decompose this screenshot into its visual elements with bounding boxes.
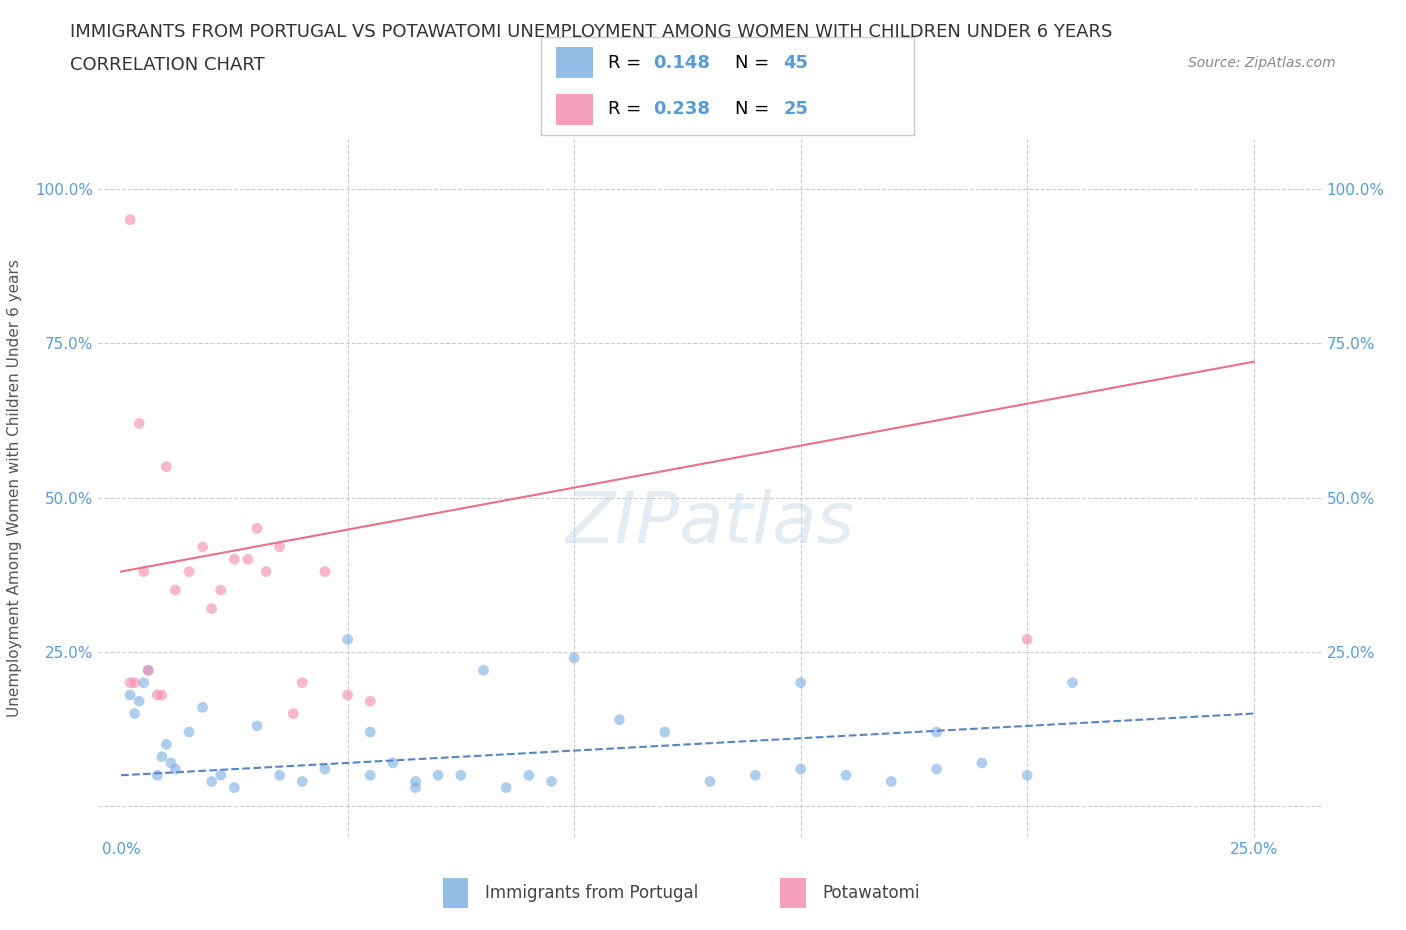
Point xyxy=(359,694,381,709)
Point xyxy=(654,724,676,739)
Point xyxy=(155,459,177,474)
Point xyxy=(128,416,150,431)
Point xyxy=(336,632,359,647)
Point xyxy=(744,768,766,783)
Point xyxy=(359,724,381,739)
Point xyxy=(128,694,150,709)
Point xyxy=(146,768,169,783)
Y-axis label: Unemployment Among Women with Children Under 6 years: Unemployment Among Women with Children U… xyxy=(7,259,21,717)
Point xyxy=(236,551,259,566)
Text: Immigrants from Portugal: Immigrants from Portugal xyxy=(485,884,699,902)
Point xyxy=(150,750,173,764)
Bar xyxy=(780,878,806,908)
Point xyxy=(209,583,232,598)
Point xyxy=(165,762,187,777)
Point xyxy=(925,724,948,739)
Text: CORRELATION CHART: CORRELATION CHART xyxy=(70,56,266,73)
Point xyxy=(291,774,314,789)
Point xyxy=(191,539,214,554)
Point xyxy=(177,724,200,739)
Point xyxy=(177,565,200,579)
Point xyxy=(314,762,336,777)
Point xyxy=(381,755,404,770)
Point xyxy=(880,774,903,789)
Point xyxy=(314,565,336,579)
Point xyxy=(517,768,540,783)
Bar xyxy=(557,47,593,78)
Point xyxy=(120,212,142,227)
Text: Potawatomi: Potawatomi xyxy=(823,884,920,902)
Point xyxy=(146,687,169,702)
Point xyxy=(224,551,246,566)
Point xyxy=(124,706,146,721)
Point xyxy=(160,755,183,770)
Point xyxy=(336,687,359,702)
Bar xyxy=(557,94,593,126)
Text: R =: R = xyxy=(609,54,647,72)
Point xyxy=(120,675,142,690)
Text: 0.238: 0.238 xyxy=(652,100,710,118)
Point xyxy=(165,583,187,598)
Point xyxy=(925,762,948,777)
Point xyxy=(155,737,177,751)
Point xyxy=(124,675,146,690)
Bar xyxy=(443,878,468,908)
Text: 25: 25 xyxy=(783,100,808,118)
Text: 45: 45 xyxy=(783,54,808,72)
Text: ZIPatlas: ZIPatlas xyxy=(565,488,855,558)
Point xyxy=(150,687,173,702)
Point xyxy=(540,774,562,789)
Point xyxy=(1062,675,1084,690)
Point xyxy=(136,663,159,678)
Point xyxy=(1017,632,1039,647)
Point xyxy=(427,768,450,783)
Point xyxy=(291,675,314,690)
Point xyxy=(970,755,993,770)
Point xyxy=(246,521,269,536)
Point xyxy=(609,712,631,727)
Text: N =: N = xyxy=(735,54,775,72)
Point xyxy=(1017,768,1039,783)
Point xyxy=(269,539,291,554)
Point xyxy=(450,768,472,783)
Point xyxy=(789,675,811,690)
Point xyxy=(283,706,305,721)
Point xyxy=(191,700,214,715)
Point xyxy=(246,719,269,734)
Point xyxy=(269,768,291,783)
Point xyxy=(495,780,517,795)
Point xyxy=(224,780,246,795)
Text: N =: N = xyxy=(735,100,775,118)
Point xyxy=(359,768,381,783)
Point xyxy=(132,565,155,579)
Text: 0.148: 0.148 xyxy=(652,54,710,72)
Text: R =: R = xyxy=(609,100,647,118)
Point xyxy=(405,780,427,795)
Text: IMMIGRANTS FROM PORTUGAL VS POTAWATOMI UNEMPLOYMENT AMONG WOMEN WITH CHILDREN UN: IMMIGRANTS FROM PORTUGAL VS POTAWATOMI U… xyxy=(70,23,1112,41)
Point xyxy=(699,774,721,789)
Point xyxy=(132,675,155,690)
Point xyxy=(405,774,427,789)
Point xyxy=(201,601,224,616)
Point xyxy=(120,687,142,702)
Point xyxy=(789,762,811,777)
Point xyxy=(562,651,585,666)
Point xyxy=(835,768,858,783)
Text: Source: ZipAtlas.com: Source: ZipAtlas.com xyxy=(1188,56,1336,70)
Point xyxy=(201,774,224,789)
Point xyxy=(136,663,159,678)
Point xyxy=(472,663,495,678)
Point xyxy=(254,565,277,579)
Point xyxy=(209,768,232,783)
